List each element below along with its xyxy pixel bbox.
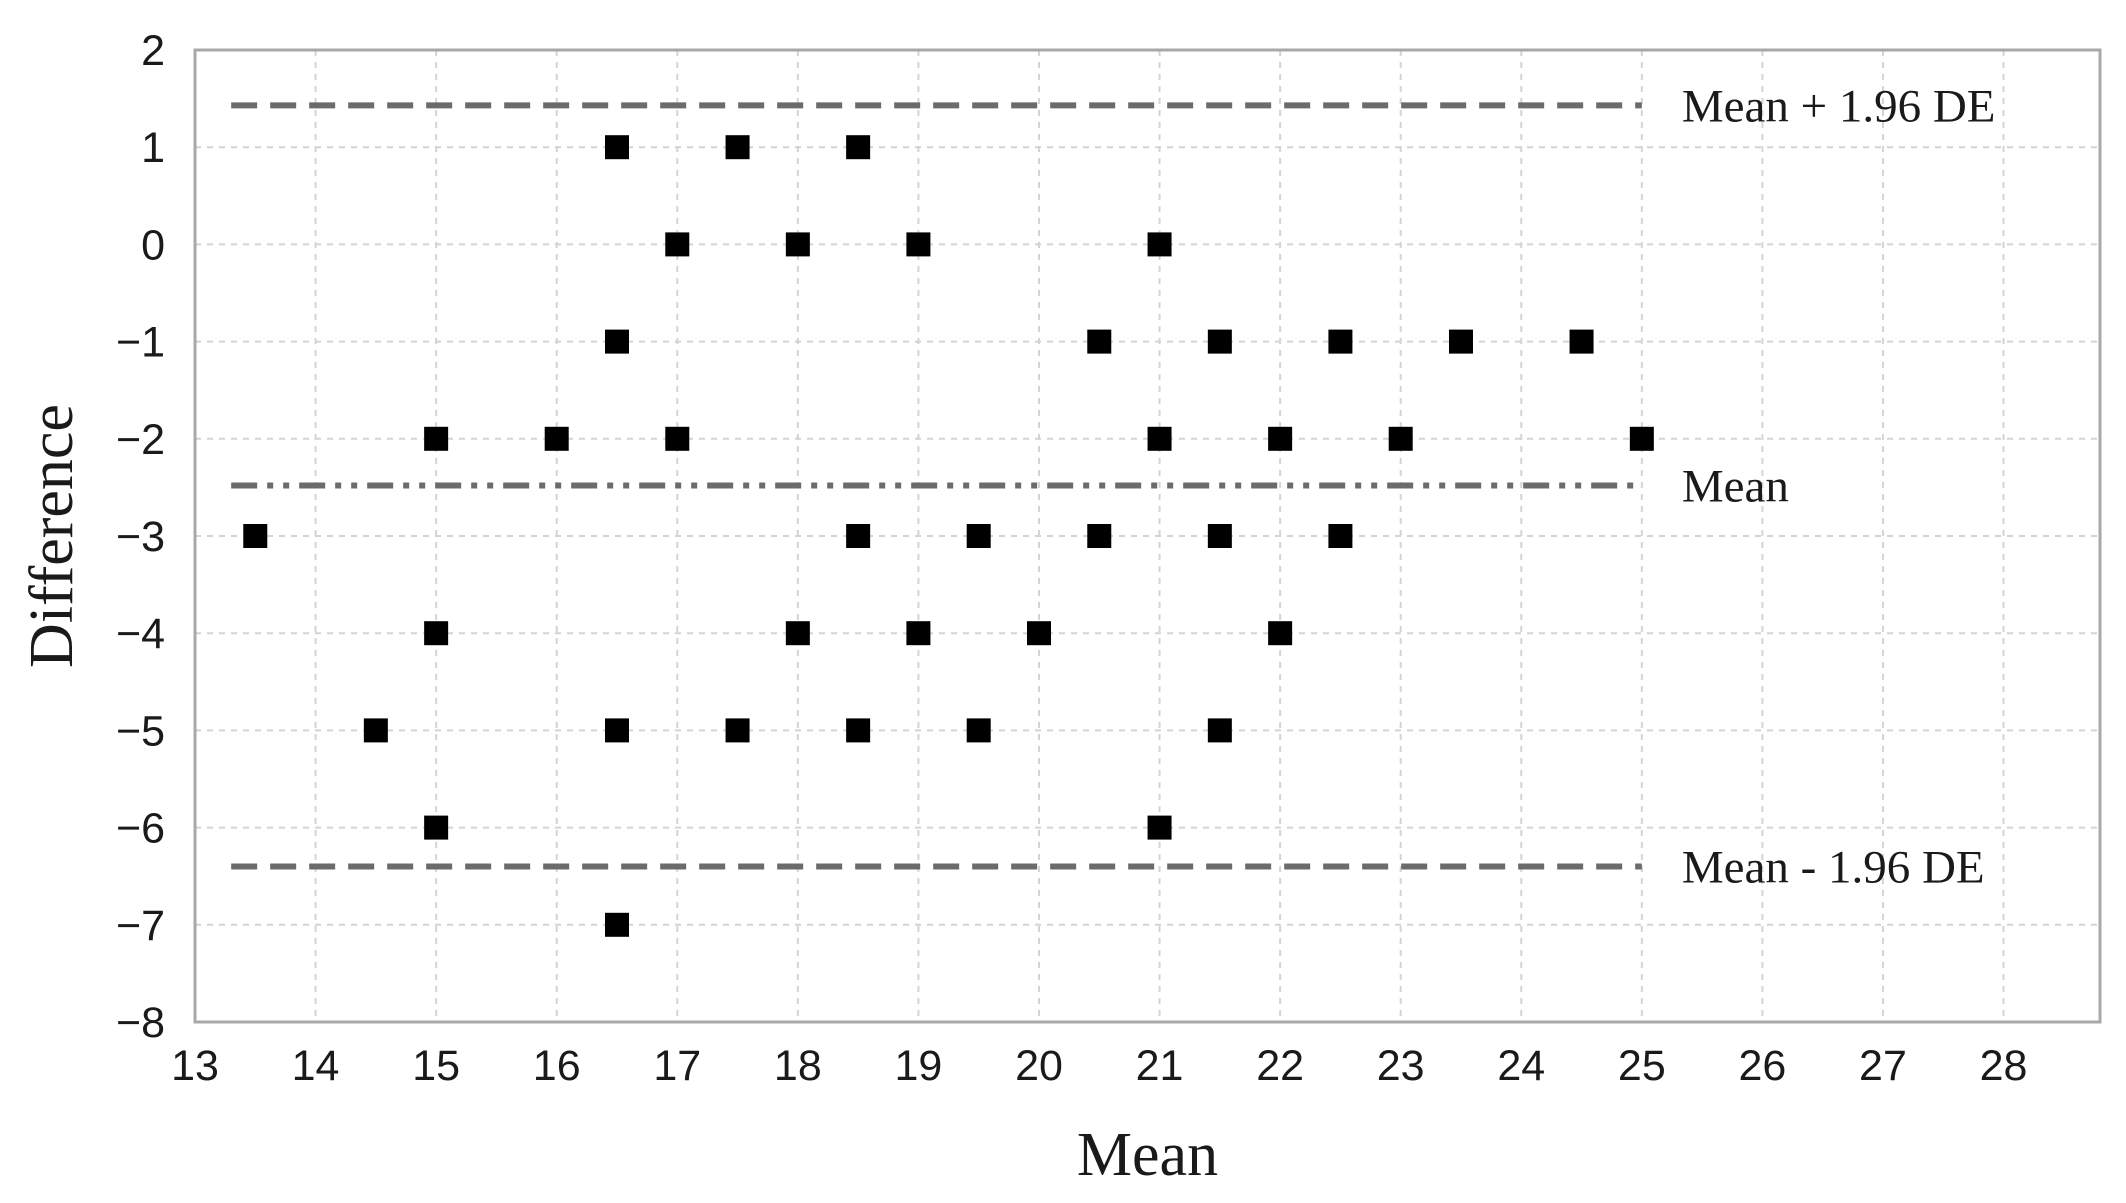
x-tick-label: 22 bbox=[1256, 1042, 1304, 1090]
data-point bbox=[966, 524, 991, 548]
x-tick-label: 17 bbox=[653, 1042, 701, 1090]
data-point bbox=[604, 329, 629, 354]
data-point bbox=[1388, 426, 1413, 451]
data-point bbox=[243, 524, 268, 548]
ref-label-mean: Mean bbox=[1682, 460, 1789, 512]
data-point bbox=[424, 621, 449, 646]
data-point bbox=[604, 718, 629, 743]
x-tick-label: 18 bbox=[774, 1042, 822, 1090]
data-point bbox=[1569, 329, 1594, 354]
data-point bbox=[544, 426, 569, 451]
plot-frame bbox=[193, 48, 2102, 1024]
data-point bbox=[846, 718, 871, 743]
data-point bbox=[424, 426, 449, 451]
y-axis-title: Difference bbox=[18, 404, 86, 668]
grid-lines bbox=[195, 50, 2100, 1022]
data-point bbox=[1026, 621, 1051, 646]
data-point bbox=[1328, 524, 1353, 548]
data-point bbox=[1328, 329, 1353, 354]
x-tick-label: 23 bbox=[1377, 1042, 1425, 1090]
data-point bbox=[1147, 232, 1172, 257]
y-tick-label: 2 bbox=[141, 27, 165, 75]
y-tick-label: −5 bbox=[116, 707, 165, 755]
data-point bbox=[1629, 426, 1654, 451]
y-tick-label: −2 bbox=[116, 416, 165, 464]
data-point bbox=[1087, 524, 1112, 548]
x-tick-label: 20 bbox=[1015, 1042, 1063, 1090]
reference-lines: Mean + 1.96 DE Mean Mean - 1.96 DE bbox=[231, 80, 1996, 893]
x-tick-label: 19 bbox=[894, 1042, 942, 1090]
y-tick-label: −8 bbox=[116, 999, 165, 1047]
x-tick-label: 15 bbox=[412, 1042, 460, 1090]
x-tick-label: 16 bbox=[533, 1042, 581, 1090]
data-point bbox=[725, 135, 750, 160]
data-point bbox=[725, 718, 750, 743]
data-point bbox=[665, 426, 690, 451]
data-point bbox=[1147, 426, 1172, 451]
data-point bbox=[1147, 815, 1172, 840]
y-tick-label: −7 bbox=[116, 902, 165, 950]
data-point bbox=[1087, 329, 1112, 354]
data-point bbox=[906, 232, 931, 257]
x-tick-label: 13 bbox=[171, 1042, 219, 1090]
data-point bbox=[1268, 621, 1293, 646]
x-tick-label: 28 bbox=[1980, 1042, 2028, 1090]
x-tick-label: 14 bbox=[292, 1042, 340, 1090]
x-tick-label: 26 bbox=[1738, 1042, 1786, 1090]
x-tick-label: 21 bbox=[1136, 1042, 1184, 1090]
data-point bbox=[363, 718, 388, 743]
data-point bbox=[1207, 329, 1232, 354]
y-tick-label: −6 bbox=[116, 805, 165, 853]
x-tick-label: 27 bbox=[1859, 1042, 1907, 1090]
ref-label-mean-1-96-de: Mean - 1.96 DE bbox=[1682, 841, 1985, 893]
data-point bbox=[785, 621, 810, 646]
data-point bbox=[424, 815, 449, 840]
data-point bbox=[604, 912, 629, 937]
data-point bbox=[665, 232, 690, 257]
x-axis-title: Mean bbox=[1077, 1121, 1218, 1189]
data-point bbox=[1207, 718, 1232, 743]
y-tick-label: −4 bbox=[116, 610, 165, 658]
data-point bbox=[846, 135, 871, 160]
y-tick-label: −3 bbox=[116, 513, 165, 561]
data-point bbox=[604, 135, 629, 160]
data-point bbox=[846, 524, 871, 548]
y-tick-label: 0 bbox=[141, 221, 165, 269]
data-point bbox=[966, 718, 991, 743]
y-tick-label: 1 bbox=[141, 124, 165, 172]
x-tick-label: 25 bbox=[1618, 1042, 1666, 1090]
data-point bbox=[1268, 426, 1293, 451]
data-point bbox=[906, 621, 931, 646]
data-points bbox=[243, 135, 1654, 937]
x-tick-label: 24 bbox=[1497, 1042, 1545, 1090]
y-tick-label: −1 bbox=[116, 319, 165, 367]
data-point bbox=[1448, 329, 1473, 354]
ref-label-mean-1-96-de: Mean + 1.96 DE bbox=[1682, 80, 1996, 132]
data-point bbox=[1207, 524, 1232, 548]
data-point bbox=[785, 232, 810, 257]
tick-labels: 13 14 15 16 17 18 19 20 21 22 23 24 25 26 27 28210−1−2−… bbox=[116, 27, 2027, 1090]
